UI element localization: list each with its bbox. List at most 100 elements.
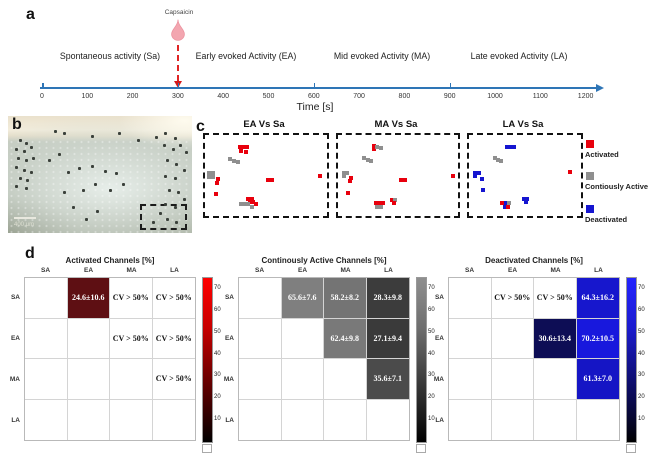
electrode-dot: [164, 202, 168, 206]
heatmap-col-label: EA: [507, 267, 518, 274]
colorbar-tick-label: 10: [214, 416, 221, 423]
scatter-point: [231, 159, 236, 164]
scatter-point: [318, 173, 323, 178]
time-tick-label: 400: [217, 93, 230, 100]
colorbar-tick-label: 70: [214, 284, 221, 291]
scatter-point: [476, 170, 481, 175]
heatmap-cell: 24.6±10.6: [67, 278, 110, 319]
heatmap-col-label: LA: [384, 267, 393, 274]
colorbar-tick-label: 10: [428, 416, 435, 423]
heatmap-col-label: LA: [170, 267, 179, 274]
panel-c-letter: c: [196, 118, 205, 135]
heatmap-cell: [25, 318, 68, 359]
heatmap-cell: [491, 318, 534, 359]
scatter-point: [241, 144, 246, 149]
time-tick-label: 300: [172, 93, 184, 100]
scatter-point: [246, 196, 251, 201]
electrode-dot: [94, 182, 98, 186]
electrode-dot: [24, 141, 28, 145]
heatmap-row-label: MA: [9, 376, 20, 383]
electrode-dot: [164, 132, 168, 136]
heatmap-cell: CV > 50%: [152, 278, 195, 319]
heatmap-row-label: EA: [10, 335, 20, 342]
heatmap-cell: 35.6±7.1: [366, 359, 409, 400]
electrode-dot: [24, 187, 28, 191]
electrode-dot: [179, 144, 183, 148]
scatter-point: [374, 201, 378, 206]
scatter-point: [371, 143, 376, 148]
scatter-point: [502, 204, 507, 209]
colorbar-tick-label: 10: [638, 416, 645, 423]
heatmap-cell: [25, 399, 68, 440]
heatmap-row-label: SA: [224, 294, 234, 301]
electrode-dot: [173, 176, 177, 180]
electrode-dot: [15, 166, 19, 170]
scatter-plot-0: [203, 133, 329, 218]
electrode-dot: [90, 165, 94, 169]
scatter-point: [499, 159, 504, 164]
scatter-point: [346, 190, 351, 195]
scatter-point: [480, 177, 485, 182]
heatmap-cell: [67, 359, 110, 400]
scatter-point: [378, 145, 383, 150]
time-tick-label: 500: [262, 93, 275, 100]
heatmap-cell: [239, 399, 282, 440]
heatmap-title: Activated Channels [%]: [65, 256, 155, 265]
heatmap-row-label: EA: [224, 335, 234, 342]
heatmap-grid: 65.6±7.6 58.2±8.2 28.3±9.8 62.4±9.8 27.1±9.4…: [238, 277, 410, 441]
heatmap-cell: [239, 318, 282, 359]
scatter-point: [341, 170, 346, 175]
electrode-dot: [182, 197, 186, 201]
scatter-point: [237, 144, 242, 149]
scatter-point: [481, 188, 486, 193]
colorbar-tick-label: 20: [638, 394, 645, 401]
scatter-point: [504, 144, 509, 149]
scatter-point: [247, 199, 252, 204]
scatter-point: [473, 170, 478, 175]
photo-texture: [8, 139, 192, 233]
heatmap-col-label: EA: [297, 267, 308, 274]
heatmap-cell: [239, 278, 282, 319]
colorbar-tick-label: 50: [638, 328, 645, 335]
scatter-title-1: MA Vs Sa: [374, 119, 418, 130]
heatmap-cell: [534, 399, 577, 440]
heatmap-col-label: MA: [126, 267, 137, 274]
heatmap-cell: 27.1±9.4: [366, 318, 409, 359]
heatmap-title: Deactivated Channels [%]: [485, 256, 583, 265]
electrode-dot: [96, 209, 100, 213]
scatter-point: [239, 148, 244, 153]
heatmap-col-label: MA: [340, 267, 351, 274]
scatter-point: [377, 201, 382, 206]
electrode-dot: [177, 190, 181, 194]
scatter-point: [393, 198, 398, 203]
heatmap-row-label: MA: [223, 376, 234, 383]
time-tick-label: 600: [307, 93, 320, 100]
electrode-dot: [173, 137, 177, 141]
electrode-dot: [54, 130, 57, 134]
heatmap-cell: [491, 359, 534, 400]
colorbar-tick-label: 60: [638, 306, 645, 313]
electrode-dot: [171, 147, 175, 151]
time-tick-mark: [42, 83, 44, 88]
heatmap-row-label: EA: [434, 335, 444, 342]
scatter-point: [508, 144, 513, 149]
electrode-dot: [166, 217, 170, 221]
electrode-dot: [114, 172, 118, 176]
electrode-dot: [19, 176, 23, 180]
electrode-dot: [72, 206, 76, 210]
time-tick-mark: [177, 83, 180, 88]
scatter-point: [567, 169, 572, 174]
photo-roi-box: [140, 203, 187, 230]
electrode-dot: [90, 134, 94, 138]
phase-label-1: Early evoked Activity (EA): [195, 51, 297, 61]
legend-swatch-d: [586, 205, 594, 213]
heatmap-title: Continously Active Channels [%]: [261, 256, 387, 265]
electrode-dot: [26, 179, 30, 183]
electrode-dot: [151, 221, 155, 225]
electrode-dot: [31, 156, 35, 160]
phase-label-0: Spontaneous activity (Sa): [59, 51, 161, 61]
scatter-point: [253, 202, 258, 207]
heatmap-col-label: LA: [594, 267, 603, 274]
scatter-point: [239, 202, 244, 207]
heatmap-cell: CV > 50%: [110, 318, 153, 359]
